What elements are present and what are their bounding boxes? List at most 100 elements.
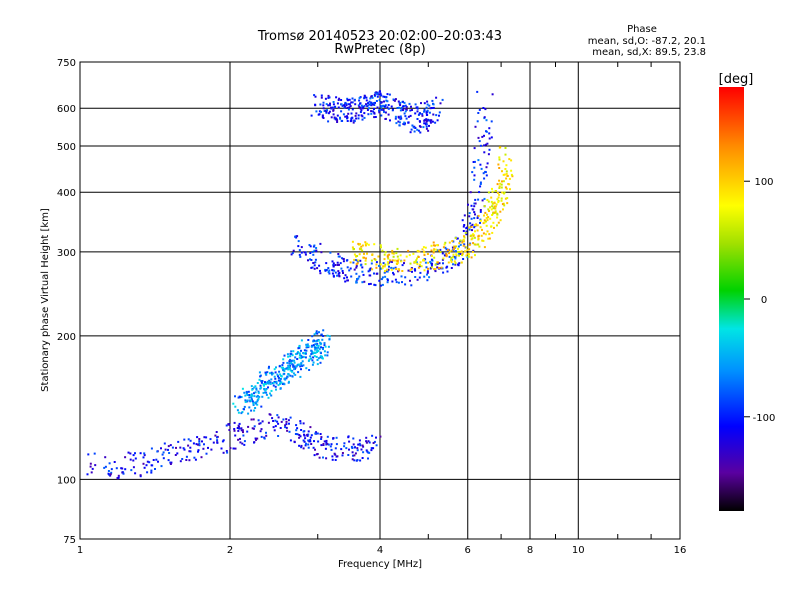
echo-point: [308, 369, 311, 371]
echo-point: [365, 436, 368, 439]
echo-point: [286, 366, 289, 369]
echo-point: [281, 364, 284, 367]
echo-point: [337, 255, 340, 258]
echo-point: [393, 259, 396, 262]
echo-point: [124, 456, 127, 459]
echo-point: [298, 354, 301, 357]
echo-point: [160, 447, 162, 450]
echo-point: [310, 350, 313, 353]
echo-point: [336, 264, 339, 266]
echo-point: [380, 267, 383, 270]
x-axis-label: Frequency [MHz]: [338, 559, 422, 570]
echo-point: [330, 106, 333, 109]
echo-point: [497, 201, 500, 204]
echo-point: [134, 457, 137, 460]
echo-point: [419, 131, 422, 134]
plot-frame: [79, 61, 681, 540]
echo-point: [418, 276, 421, 279]
echo-point: [409, 269, 412, 272]
echo-point: [397, 116, 400, 119]
echo-point: [373, 111, 376, 114]
echo-point: [322, 107, 325, 110]
echo-point: [486, 213, 488, 216]
echo-point: [358, 275, 361, 278]
echo-point: [373, 283, 376, 286]
echo-point: [391, 109, 394, 112]
echo-point: [299, 422, 302, 425]
echo-point: [322, 104, 325, 107]
echo-point: [321, 338, 324, 341]
echo-point: [344, 280, 347, 283]
echo-point: [481, 135, 484, 138]
echo-point: [334, 271, 337, 274]
echo-point: [424, 246, 427, 249]
echo-point: [294, 235, 297, 238]
echo-point: [317, 350, 320, 352]
echo-point: [425, 127, 428, 130]
echo-point: [426, 110, 429, 113]
echo-point: [347, 112, 350, 115]
echo-point: [326, 334, 329, 337]
echo-point: [361, 249, 364, 252]
echo-point: [510, 169, 513, 172]
echo-point: [378, 99, 381, 101]
echo-point: [375, 261, 378, 264]
echo-point: [286, 361, 289, 364]
echo-point: [197, 449, 200, 452]
echo-point: [256, 399, 259, 401]
echo-point: [409, 131, 412, 134]
echo-point: [399, 104, 402, 106]
echo-point: [307, 446, 310, 449]
echo-point: [285, 423, 288, 426]
echo-point: [260, 380, 263, 383]
echo-point: [501, 180, 503, 183]
echo-point: [400, 260, 403, 263]
echo-point: [313, 264, 316, 267]
echo-point: [352, 443, 355, 446]
echo-point: [427, 129, 430, 132]
echo-point: [429, 120, 432, 123]
echo-point: [378, 111, 381, 114]
echo-point: [311, 359, 314, 362]
echo-point: [203, 436, 206, 439]
echo-point: [247, 425, 250, 428]
echo-point: [434, 270, 437, 273]
echo-point: [239, 437, 241, 440]
echo-point: [474, 230, 476, 233]
echo-point: [312, 262, 315, 264]
echo-point: [248, 396, 251, 399]
echo-point: [313, 249, 316, 252]
echo-point: [431, 120, 434, 123]
echo-point: [185, 455, 188, 458]
echo-point: [238, 395, 241, 398]
echo-point: [373, 116, 376, 119]
echo-point: [89, 465, 92, 468]
echo-point: [423, 122, 426, 125]
echo-point: [476, 90, 479, 93]
echo-point: [468, 243, 471, 246]
echo-point: [423, 108, 426, 111]
echo-point: [263, 437, 266, 440]
trace-4: [310, 90, 444, 134]
echo-point: [266, 380, 269, 383]
echo-point: [497, 163, 500, 166]
echo-point: [274, 419, 277, 422]
echo-point: [279, 382, 281, 385]
echo-point: [265, 388, 268, 390]
echo-point: [307, 259, 309, 262]
echo-point: [401, 109, 404, 111]
echo-point: [474, 224, 477, 227]
colorbar-gradient: [719, 87, 744, 511]
echo-point: [380, 246, 382, 249]
echo-point: [237, 429, 240, 432]
echo-point: [318, 113, 321, 116]
echo-point: [303, 352, 306, 355]
echo-point: [300, 429, 303, 431]
echo-point: [440, 266, 443, 269]
echo-point: [398, 269, 401, 272]
echo-point: [458, 242, 461, 245]
echo-point: [356, 447, 359, 450]
echo-point: [243, 405, 246, 408]
x-tick-label: 2: [227, 545, 233, 556]
echo-point: [498, 187, 501, 189]
